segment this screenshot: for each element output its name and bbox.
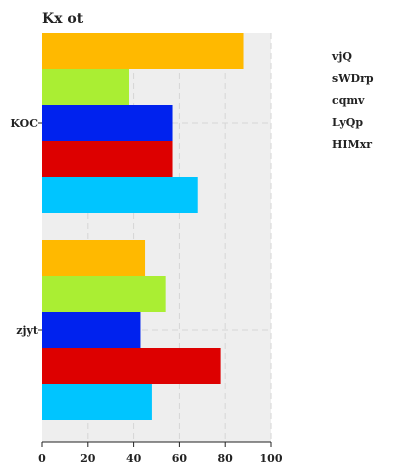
legend-label-vjq: vjQ xyxy=(331,50,352,63)
legend-label-swdrp: sWDrp xyxy=(332,72,374,85)
x-tick-label: 40 xyxy=(126,452,142,465)
bar-koc-cqmv xyxy=(42,105,173,141)
x-ticks: 0 20 40 60 80 100 xyxy=(38,442,283,465)
x-tick-label: 100 xyxy=(260,452,283,465)
y-tick-label: KOC xyxy=(10,117,38,130)
bar-zjyt-cqmv xyxy=(42,312,141,348)
bar-zjyt-vjq xyxy=(42,240,146,276)
y-ticks: KOC zjyt xyxy=(10,117,42,337)
bar-koc-lyqp xyxy=(42,141,173,177)
legend-label-lyqp: LyQp xyxy=(332,116,363,129)
legend-label-himxr: HIMxr xyxy=(332,138,372,151)
bar-zjyt-swdrp xyxy=(42,276,166,312)
chart-title: Kx ot xyxy=(42,11,84,27)
bar-koc-vjq xyxy=(42,33,244,69)
bars-layer xyxy=(42,33,244,420)
bar-zjyt-lyqp xyxy=(42,348,221,384)
x-tick-label: 60 xyxy=(172,452,188,465)
bar-zjyt-himxr xyxy=(42,384,152,420)
legend: vjQ sWDrp cqmv LyQp HIMxr xyxy=(331,50,374,151)
y-tick-label: zjyt xyxy=(16,324,39,337)
x-tick-label: 0 xyxy=(38,452,46,465)
bar-koc-himxr xyxy=(42,177,198,213)
x-tick-label: 80 xyxy=(218,452,234,465)
bar-koc-swdrp xyxy=(42,69,130,105)
legend-label-cqmv: cqmv xyxy=(332,94,365,107)
x-tick-label: 20 xyxy=(80,452,96,465)
